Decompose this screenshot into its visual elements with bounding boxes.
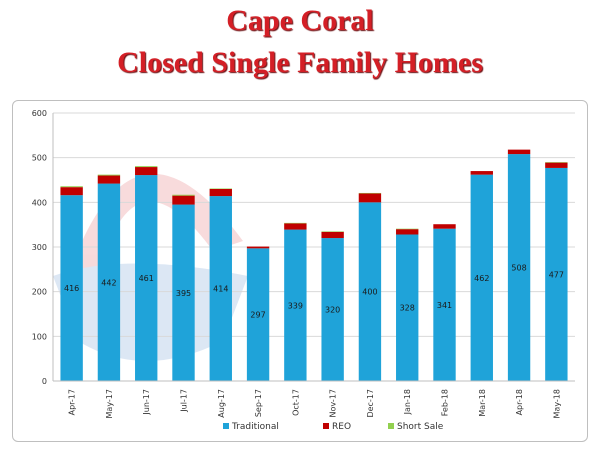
bar-reo [135, 167, 158, 176]
data-label: 508 [511, 264, 526, 273]
x-tick-label: Jan-18 [403, 389, 412, 415]
x-tick-label: Apr-17 [68, 389, 77, 415]
bar-short-sale [60, 186, 83, 188]
chart-title-line1: Cape Coral [226, 4, 374, 37]
x-tick-label: Feb-18 [441, 389, 450, 416]
bar-short-sale [284, 222, 307, 224]
bar-short-sale [135, 166, 158, 168]
bar-reo [470, 171, 493, 175]
bar-reo [97, 175, 121, 184]
legend-label: REO [332, 422, 351, 432]
data-label: 461 [139, 274, 154, 283]
x-tick-label: May-18 [552, 389, 561, 418]
bar-traditional [507, 154, 531, 381]
bar-traditional [172, 204, 195, 381]
bar-traditional [433, 228, 456, 381]
x-tick-label: Aug-17 [217, 389, 226, 418]
bar-reo [246, 246, 270, 249]
x-tick-label: Dec-17 [366, 389, 375, 418]
bar-traditional [470, 174, 493, 381]
bar-reo [209, 188, 232, 197]
data-label: 477 [549, 270, 564, 279]
bar-short-sale [358, 192, 382, 194]
bar-short-sale [209, 188, 232, 189]
y-tick-label: 400 [32, 198, 47, 207]
y-tick-label: 600 [32, 109, 47, 118]
data-label: 416 [64, 284, 79, 293]
x-tick-label: Nov-17 [329, 389, 338, 417]
bar-traditional [284, 229, 307, 381]
bar-reo [358, 193, 382, 203]
legend-swatch [323, 423, 329, 429]
bar-reo [433, 224, 456, 229]
chart-frame: 0 100 200 300 400 500 600 416 442 461 395 414 297 33… [12, 100, 588, 442]
chart-canvas: 0 100 200 300 400 500 600 416 442 461 395 414 297 33… [32, 109, 575, 432]
x-tick-label: May-17 [105, 389, 114, 418]
bar-reo [284, 223, 307, 230]
bar-reo [396, 229, 419, 235]
bar-short-sale [321, 231, 344, 232]
legend-label: Short Sale [397, 422, 444, 432]
data-label: 395 [176, 289, 191, 298]
bar-short-sale [545, 162, 568, 163]
x-tick-label: Mar-18 [478, 389, 487, 417]
data-label: 328 [400, 304, 415, 313]
bar-traditional [396, 234, 419, 381]
x-tick-label: Apr-18 [515, 389, 524, 415]
data-label: 414 [213, 285, 228, 294]
y-tick-label: 300 [32, 243, 47, 252]
x-tick-label: Sep-17 [254, 389, 263, 417]
x-axis: Apr-17 May-17 Jun-17 Jul-17 Aug-17 Sep-17 Oct-… [53, 380, 575, 418]
data-label: 400 [362, 288, 377, 297]
y-tick-label: 0 [42, 377, 47, 386]
bar-traditional [60, 195, 83, 381]
x-tick-label: Oct-17 [291, 389, 300, 416]
bar-traditional [135, 175, 158, 381]
bar-reo [60, 187, 83, 196]
legend-swatch [223, 423, 229, 429]
chart-title-line2: Closed Single Family Homes [117, 46, 483, 79]
y-axis: 0 100 200 300 400 500 600 [32, 109, 54, 386]
bar-short-sale [172, 194, 195, 196]
data-label: 341 [437, 301, 452, 310]
data-label: 442 [101, 278, 116, 287]
bar-reo [507, 149, 531, 155]
legend: Traditional REO Short Sale [223, 422, 444, 432]
bar-short-sale [97, 174, 121, 176]
data-label: 320 [325, 306, 340, 315]
data-label: 339 [288, 301, 303, 310]
y-tick-label: 200 [32, 288, 47, 297]
legend-label: Traditional [231, 422, 279, 432]
data-label: 297 [250, 311, 265, 320]
data-label: 462 [474, 274, 489, 283]
legend-swatch [388, 423, 394, 429]
y-tick-label: 500 [32, 154, 47, 163]
bar-traditional [209, 196, 232, 381]
bar-short-sale [396, 228, 419, 230]
bar-traditional [97, 183, 121, 381]
bar-reo [545, 162, 568, 168]
bar-traditional [358, 202, 382, 381]
bar-traditional [321, 238, 344, 381]
bar-traditional [246, 248, 270, 381]
bar-reo [172, 195, 195, 205]
bar-traditional [545, 167, 568, 381]
y-tick-label: 100 [32, 332, 47, 341]
x-tick-label: Jul-17 [180, 389, 189, 413]
bars: 416 442 461 395 414 297 339 320 400 328 341 462 508 4… [60, 149, 568, 381]
x-tick-label: Jun-17 [142, 389, 151, 416]
bar-reo [321, 231, 344, 239]
